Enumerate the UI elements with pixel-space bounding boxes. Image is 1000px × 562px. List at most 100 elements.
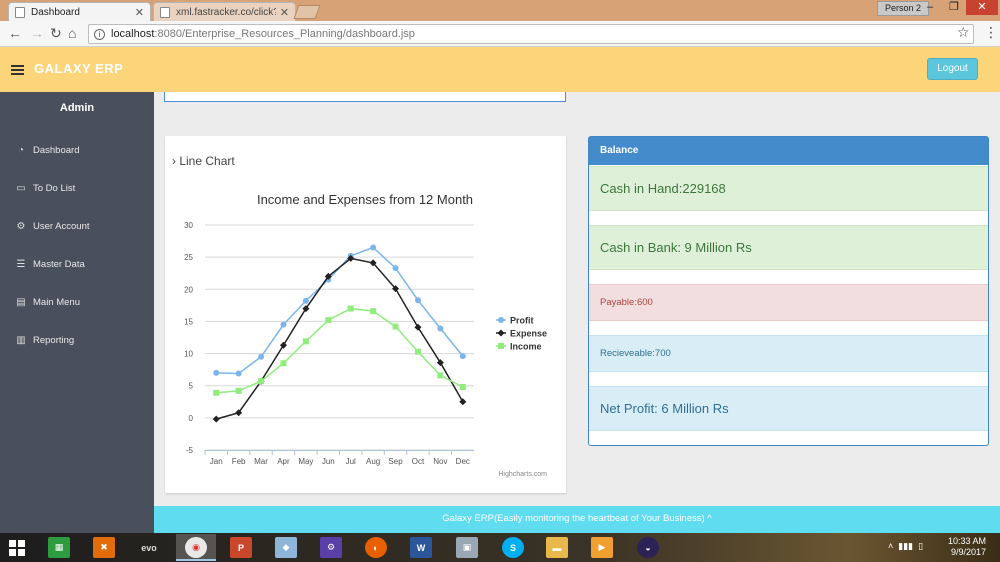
line-chart-card: › Line Chart Income and Expenses from 12…	[165, 136, 566, 493]
sidebar-item-user-account[interactable]: ⚙ User Account	[15, 219, 90, 233]
sidebar-item-master-data[interactable]: ☰ Master Data	[15, 257, 85, 271]
close-window-icon[interactable]: ✕	[966, 0, 998, 15]
x-tick-label: Feb	[232, 457, 246, 466]
sidebar-item-label: To Do List	[33, 182, 76, 194]
book-icon: ▤	[16, 296, 26, 308]
back-icon[interactable]: ←	[8, 25, 22, 41]
word-icon[interactable]: W	[410, 537, 432, 558]
data-point	[392, 323, 399, 330]
app-header: GALAXY ERP Logout	[0, 47, 1000, 92]
evo-icon[interactable]: evo	[141, 542, 157, 553]
legend-label: Expense	[510, 329, 547, 339]
home-icon[interactable]: ⌂	[68, 25, 77, 41]
bookmark-star-icon[interactable]: ☆	[957, 24, 970, 40]
y-tick-label: -5	[186, 446, 194, 455]
taskbar-clock[interactable]: 10:33 AM 9/9/2017	[944, 536, 986, 558]
data-point	[258, 378, 265, 385]
x-tick-label: Oct	[412, 457, 425, 466]
data-point	[235, 387, 242, 394]
forward-icon[interactable]: →	[30, 25, 44, 41]
data-point	[325, 317, 332, 324]
cash-in-bank: Cash in Bank: 9 Million Rs	[589, 225, 988, 270]
virtualbox-icon[interactable]: ◆	[275, 537, 297, 558]
y-tick-label: 30	[184, 221, 193, 230]
minimize-icon[interactable]: –	[926, 1, 934, 13]
data-point	[459, 398, 467, 406]
menu-dots-icon[interactable]: ⋮	[984, 24, 998, 40]
cash-in-hand: Cash in Hand:229168	[589, 166, 988, 211]
series-line-profit	[216, 246, 464, 375]
chart-card-heading-text: Line Chart	[179, 154, 235, 168]
data-point	[302, 297, 309, 304]
y-tick-label: 25	[184, 253, 193, 262]
x-tick-label: Jul	[346, 457, 356, 466]
windows-start-icon[interactable]	[9, 540, 25, 556]
close-tab-icon[interactable]: ✕	[279, 7, 289, 19]
x-tick-label: Sep	[388, 457, 403, 466]
legend-marker	[498, 317, 504, 323]
browser-tab-strip: Dashboard ✕ xml.fastracker.co/click?i= ✕…	[0, 0, 1000, 21]
close-tab-icon[interactable]: ✕	[134, 7, 144, 19]
powerpoint-icon[interactable]: P	[230, 537, 252, 558]
data-point	[347, 254, 355, 262]
sidebar-item-label: User Account	[33, 220, 90, 232]
remote-desktop-icon[interactable]: ▣	[456, 537, 478, 558]
receivable: Recieveable:700	[589, 335, 988, 372]
net-profit: Net Profit: 6 Million Rs	[589, 386, 988, 431]
reload-icon[interactable]: ↻	[50, 25, 62, 41]
data-point	[437, 372, 444, 379]
new-tab-button[interactable]	[293, 5, 321, 19]
data-point	[369, 259, 377, 267]
eclipse-icon[interactable]: ◒	[637, 537, 659, 558]
sidebar-item-reporting[interactable]: ▥ Reporting	[15, 333, 74, 347]
chart-title: Income and Expenses from 12 Month	[257, 192, 473, 207]
firefox-icon[interactable]: ◐	[365, 537, 387, 558]
windows-taskbar: ▦ ✖ evo ◉ P ◆ ⚙ ◐ W ▣ S ▬ ▶ ◒ ˄ ▮▮▮ ▯ 10…	[0, 533, 1000, 562]
logout-button[interactable]: Logout	[927, 58, 978, 80]
sidebar-item-todo[interactable]: ▭ To Do List	[15, 181, 75, 195]
sidebar-item-label: Reporting	[33, 334, 75, 346]
data-point	[370, 308, 377, 315]
settings-app-icon[interactable]: ⚙	[320, 537, 342, 558]
x-tick-label: Dec	[456, 457, 470, 466]
brand-title[interactable]: GALAXY ERP	[34, 61, 124, 76]
data-point	[370, 244, 377, 251]
legend-marker	[497, 329, 505, 337]
sidebar-item-label: Dashboard	[33, 144, 80, 156]
xampp-icon[interactable]: ✖	[93, 537, 115, 558]
data-point	[258, 353, 265, 360]
data-point	[436, 359, 444, 367]
address-toolbar: ← → ↻ ⌂ i localhost:8080/Enterprise_Reso…	[0, 21, 1000, 47]
series-line-income	[216, 307, 464, 394]
data-point	[347, 305, 354, 312]
tab-dashboard[interactable]: Dashboard ✕	[8, 2, 151, 21]
store-icon[interactable]: ▦	[48, 537, 70, 558]
tab-fastracker[interactable]: xml.fastracker.co/click?i= ✕	[153, 2, 296, 21]
chrome-icon[interactable]: ◉	[185, 537, 207, 558]
sidebar-user-name: Admin	[59, 102, 95, 114]
y-tick-label: 15	[184, 317, 193, 326]
sidebar-item-dashboard[interactable]: ◔ Dashboard	[15, 143, 80, 157]
data-point	[414, 297, 421, 304]
y-tick-label: 0	[189, 414, 194, 423]
chevron-right-icon: ›	[172, 154, 176, 168]
line-chart: Income and Expenses from 12 Month -5 0 5 10 1…	[184, 192, 547, 478]
skype-icon[interactable]: S	[502, 537, 524, 558]
media-player-icon[interactable]: ▶	[591, 537, 613, 558]
url-input[interactable]: i localhost:8080/Enterprise_Resources_Pl…	[88, 24, 974, 44]
legend-marker	[498, 343, 504, 349]
tab-label: xml.fastracker.co/click?i=	[176, 6, 276, 18]
file-explorer-icon[interactable]: ▬	[546, 537, 568, 558]
page-icon	[160, 6, 170, 18]
data-point	[324, 272, 332, 280]
hamburger-menu-icon[interactable]	[11, 65, 24, 75]
profile-button[interactable]: Person 2	[877, 1, 930, 16]
tab-label: Dashboard	[31, 6, 80, 18]
sidebar-item-main-menu[interactable]: ▤ Main Menu	[15, 295, 80, 309]
sidebar-item-label: Main Menu	[33, 296, 80, 308]
x-tick-label: May	[298, 457, 313, 466]
y-tick-label: 10	[184, 350, 193, 359]
system-tray-icons[interactable]: ˄ ▮▮▮ ▯	[888, 541, 924, 551]
restore-icon[interactable]: ❐	[949, 1, 959, 13]
data-point	[279, 341, 287, 349]
